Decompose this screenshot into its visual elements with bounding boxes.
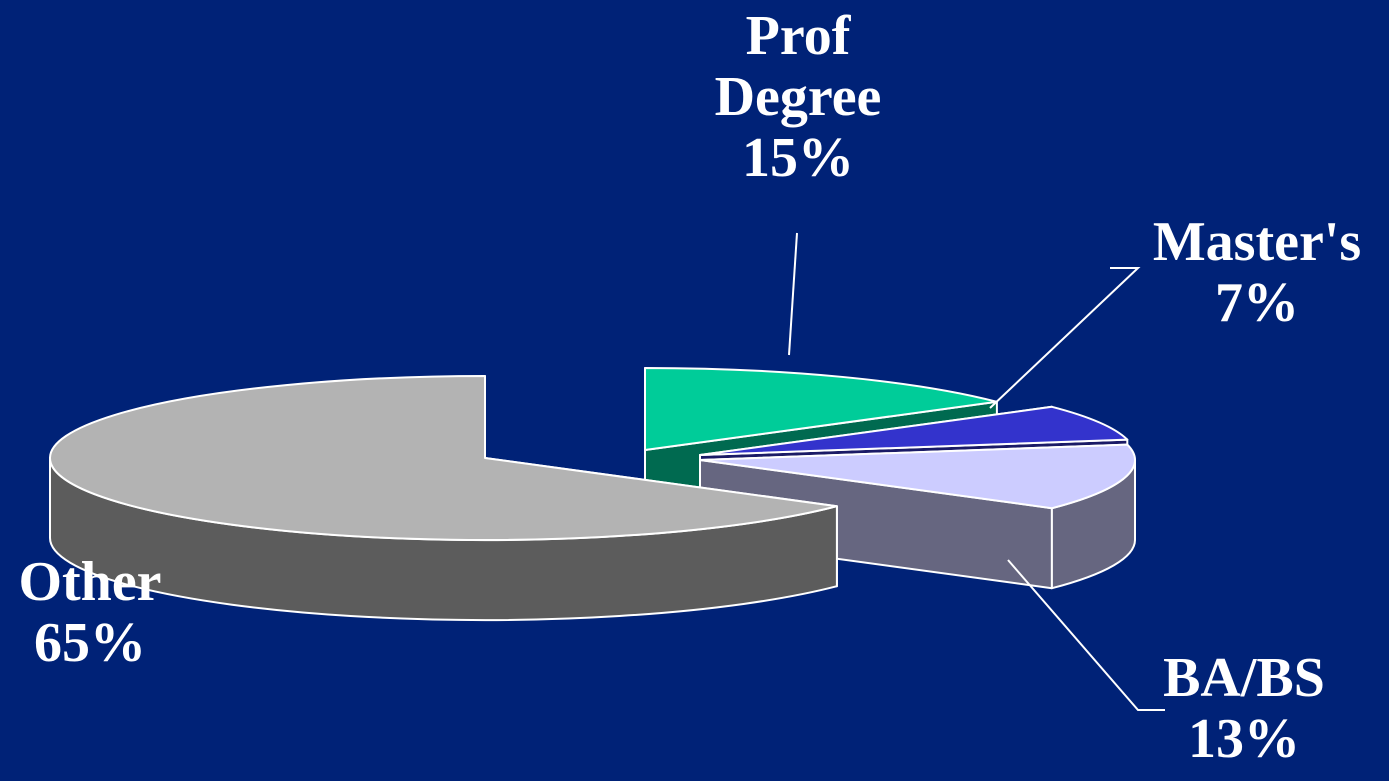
label-prof-degree-value: 15% xyxy=(742,127,854,189)
pie-slice-ba-bs xyxy=(699,443,1137,510)
label-ba-bs: BA/BS 13% xyxy=(1138,648,1350,770)
pie-slice-master-s xyxy=(699,405,1129,456)
label-ba-bs-line1: BA/BS xyxy=(1163,647,1325,709)
label-masters: Master's 7% xyxy=(1125,212,1389,334)
leader-line-masters xyxy=(989,267,1141,409)
label-other-line1: Other xyxy=(18,551,162,613)
label-ba-bs-value: 13% xyxy=(1188,708,1300,770)
leader-line-prof-degree xyxy=(788,232,798,356)
label-masters-value: 7% xyxy=(1215,272,1299,334)
label-other: Other 65% xyxy=(0,552,180,674)
label-prof-degree-line2: Degree xyxy=(714,66,882,128)
label-prof-degree: Prof Degree 15% xyxy=(700,6,896,189)
leader-line-ba-bs xyxy=(1007,559,1165,711)
pie-slice-other xyxy=(49,375,838,541)
label-masters-line1: Master's xyxy=(1152,211,1362,273)
label-other-value: 65% xyxy=(34,612,146,674)
label-prof-degree-line1: Prof xyxy=(745,5,851,67)
pie-slice-prof-degree xyxy=(644,367,998,451)
